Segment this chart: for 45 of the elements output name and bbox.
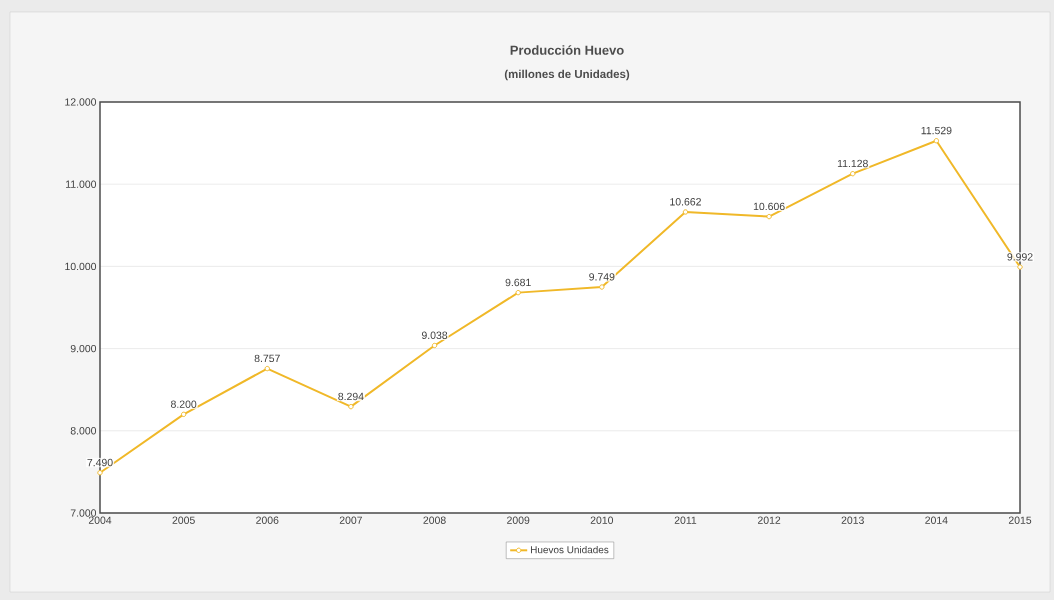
x-tick-label: 2015 <box>1008 516 1032 524</box>
data-label: 9.681 <box>505 278 531 287</box>
legend-label: Huevos Unidades <box>531 545 609 554</box>
data-label: 7.490 <box>87 458 113 467</box>
chart-subtitle: (millones de Unidades) <box>504 69 630 81</box>
data-label: 9.749 <box>589 273 615 281</box>
point <box>1017 264 1023 270</box>
x-tick-label: 2012 <box>758 516 781 524</box>
x-tick-label: 2013 <box>841 516 864 524</box>
point <box>264 365 270 372</box>
y-tick-label: 10.000 <box>65 262 97 271</box>
point <box>431 342 438 349</box>
data-label: 10.606 <box>753 202 785 211</box>
y-tick-label: 8.000 <box>70 427 97 435</box>
point <box>180 411 187 418</box>
data-label: 8.294 <box>338 392 364 401</box>
data-label: 8.200 <box>171 400 197 408</box>
x-tick-label: 2010 <box>590 516 614 524</box>
y-tick-label: 7.000 <box>70 509 97 517</box>
y-tick-label: 9.000 <box>70 344 97 353</box>
data-label: 11.529 <box>921 126 952 135</box>
x-tick-label: 2011 <box>674 516 697 524</box>
x-tick-label: 2008 <box>423 516 446 524</box>
y-tick-label: 12.000 <box>65 98 97 106</box>
data-label: 8.757 <box>254 354 280 363</box>
data-label: 10.662 <box>670 198 701 206</box>
x-tick-label: 2007 <box>339 516 363 524</box>
x-tick-label: 2005 <box>172 516 195 524</box>
point <box>515 289 521 296</box>
point <box>682 209 689 215</box>
x-tick-label: 2004 <box>88 516 112 524</box>
point <box>97 470 103 476</box>
chart-title: Producción Huevo <box>510 45 624 55</box>
point <box>933 138 940 144</box>
x-tick-label: 2014 <box>925 516 948 524</box>
point <box>348 403 354 410</box>
point <box>850 170 856 177</box>
data-label: 11.128 <box>837 159 868 168</box>
point <box>766 213 772 220</box>
x-tick-label: 2009 <box>507 516 530 524</box>
data-label: 9.038 <box>421 331 448 340</box>
point <box>599 284 605 290</box>
y-tick-label: 11.000 <box>66 180 97 188</box>
data-label: 9.992 <box>1007 253 1033 261</box>
x-tick-label: 2006 <box>256 516 279 524</box>
